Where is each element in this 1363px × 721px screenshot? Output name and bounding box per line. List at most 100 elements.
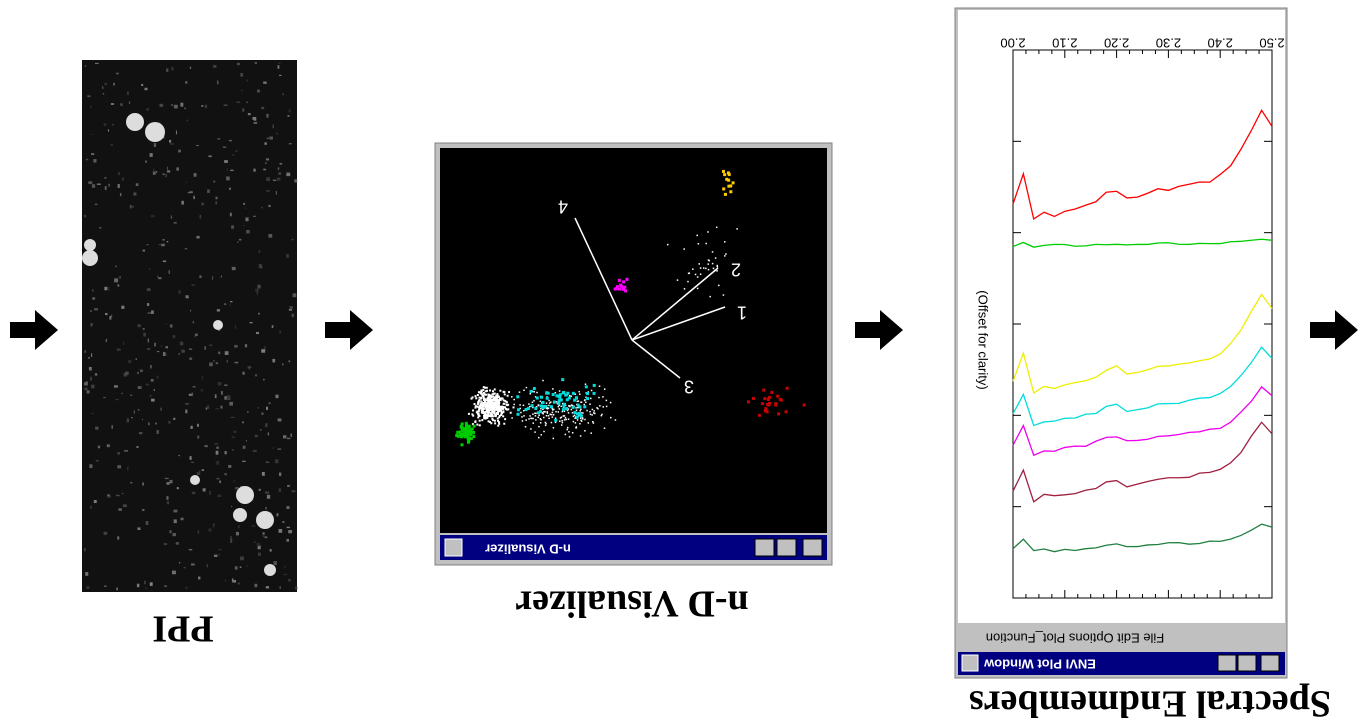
speckle — [269, 402, 271, 404]
point — [536, 392, 538, 394]
speckle — [262, 413, 264, 415]
speckle — [185, 248, 187, 249]
speckle — [291, 433, 293, 437]
speckle — [165, 174, 167, 177]
speckle — [247, 411, 248, 412]
point — [478, 413, 480, 415]
point — [489, 421, 491, 423]
point — [622, 280, 625, 283]
speckle — [267, 495, 270, 499]
ppi-caption: PPI — [152, 607, 213, 649]
point — [492, 390, 494, 392]
speckle — [224, 303, 226, 305]
speckle — [286, 506, 289, 509]
arrow — [855, 310, 903, 350]
speckle — [178, 150, 181, 153]
point — [519, 404, 521, 406]
button[interactable] — [777, 539, 796, 556]
speckle — [142, 482, 143, 485]
point — [490, 415, 492, 417]
point — [483, 395, 485, 397]
speckle — [246, 440, 247, 442]
axis-label: 1 — [737, 302, 747, 322]
speckle — [242, 461, 246, 462]
point — [551, 422, 553, 424]
button[interactable] — [1218, 655, 1236, 671]
point — [502, 415, 504, 417]
speckle — [235, 566, 238, 569]
point — [579, 410, 581, 412]
speckle — [170, 480, 173, 483]
speckle — [279, 529, 283, 533]
speckle — [167, 170, 170, 172]
speckle — [163, 261, 166, 263]
point — [480, 389, 482, 391]
point — [480, 398, 482, 400]
point — [575, 422, 577, 424]
point — [519, 391, 521, 393]
speckle — [108, 287, 109, 291]
speckle — [160, 345, 163, 346]
point — [705, 268, 707, 270]
speckle — [261, 349, 265, 353]
point — [478, 408, 480, 410]
point — [615, 419, 617, 421]
speckle — [190, 67, 191, 69]
speckle — [200, 215, 202, 219]
speckle — [95, 427, 98, 430]
speckle — [227, 395, 231, 399]
speckle — [145, 160, 146, 162]
point — [548, 418, 550, 420]
speckle — [142, 419, 143, 420]
speckle — [85, 572, 88, 576]
nd-caption: n-D Visualizer — [515, 582, 748, 624]
speckle — [157, 351, 159, 352]
speckle — [191, 426, 193, 429]
point — [603, 406, 605, 408]
speckle — [99, 227, 101, 229]
speckle — [240, 556, 244, 560]
button[interactable] — [803, 539, 822, 556]
speckle — [243, 446, 246, 449]
speckle — [240, 566, 242, 568]
point — [492, 403, 494, 405]
point — [565, 407, 568, 410]
point — [563, 403, 566, 406]
button[interactable] — [1261, 655, 1279, 671]
point — [479, 424, 481, 426]
point — [545, 425, 547, 427]
speckle — [277, 133, 278, 135]
point — [538, 404, 540, 406]
point — [718, 285, 720, 287]
point — [485, 415, 487, 417]
speckle — [232, 154, 235, 155]
point — [484, 402, 486, 404]
speckle — [276, 191, 277, 195]
point — [592, 409, 594, 411]
point — [506, 404, 508, 406]
point — [544, 405, 547, 408]
point — [724, 193, 727, 196]
point — [476, 424, 478, 426]
point — [722, 187, 725, 190]
button[interactable] — [755, 539, 774, 556]
point — [535, 415, 537, 417]
point — [530, 428, 532, 430]
speckle — [278, 172, 281, 175]
point — [559, 408, 561, 410]
point — [479, 420, 481, 422]
speckle — [166, 323, 167, 324]
point — [556, 401, 558, 403]
button[interactable] — [1238, 655, 1256, 671]
speckle — [93, 159, 96, 163]
speckle — [259, 489, 261, 491]
point — [589, 411, 591, 413]
point — [482, 404, 484, 406]
speckle — [257, 291, 258, 294]
point — [553, 401, 556, 404]
point — [580, 414, 583, 417]
speckle — [105, 186, 107, 190]
point — [513, 406, 515, 408]
point — [584, 404, 586, 406]
point — [568, 412, 570, 414]
